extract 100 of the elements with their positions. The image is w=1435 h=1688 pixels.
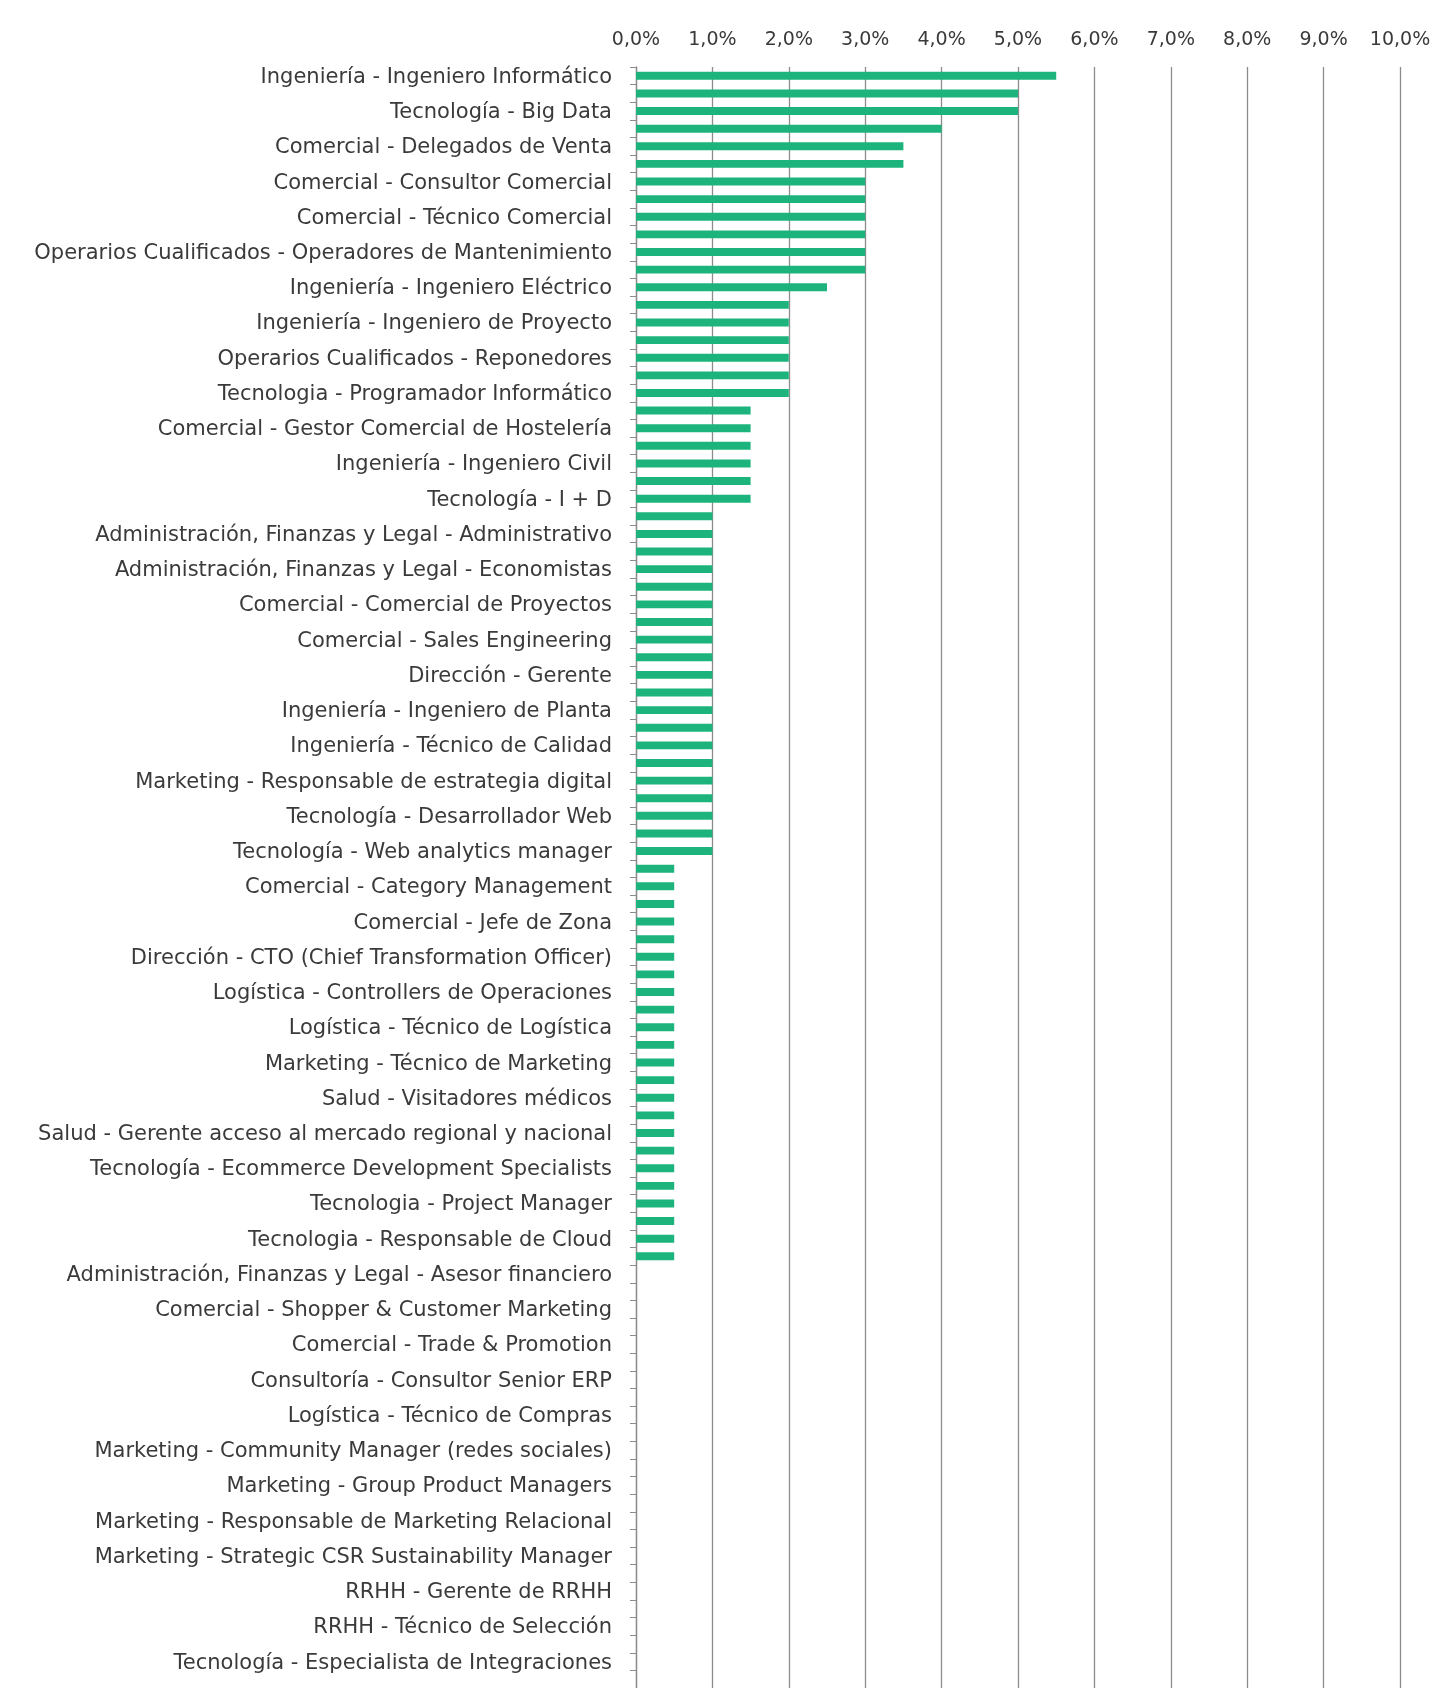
bar bbox=[636, 988, 675, 996]
y-tick-label: Ingeniería - Ingeniero Informático bbox=[260, 63, 612, 88]
bar bbox=[636, 124, 942, 133]
x-tick-label: 8,0% bbox=[1223, 26, 1272, 49]
bar bbox=[636, 547, 713, 556]
bar bbox=[636, 899, 675, 908]
bar bbox=[636, 653, 713, 662]
bar bbox=[636, 829, 713, 838]
y-tick-label: Logística - Técnico de Logística bbox=[288, 1015, 612, 1040]
bar bbox=[636, 142, 904, 151]
bar bbox=[636, 512, 713, 521]
bar bbox=[636, 1005, 675, 1014]
bar bbox=[636, 371, 789, 380]
y-tick-label: RRHH - Técnico de Selección bbox=[313, 1614, 612, 1639]
y-tick-label: Administración, Finanzas y Legal - Administrativo bbox=[95, 521, 612, 546]
y-tick-label: Comercial - Jefe de Zona bbox=[353, 909, 612, 934]
bar bbox=[636, 794, 713, 803]
bar bbox=[636, 1181, 675, 1190]
bar bbox=[636, 230, 866, 239]
bar bbox=[636, 477, 751, 486]
y-tick-label: Tecnología - Ecommerce Development Specialists bbox=[89, 1156, 612, 1181]
bar bbox=[636, 723, 713, 732]
bar bbox=[636, 389, 789, 397]
bar bbox=[636, 406, 751, 415]
y-tick-label: Tecnologia - Responsable de Cloud bbox=[246, 1226, 612, 1251]
bar bbox=[636, 1164, 675, 1173]
bar bbox=[636, 935, 675, 944]
bar bbox=[636, 1023, 675, 1032]
bar bbox=[636, 159, 904, 168]
bar bbox=[636, 441, 751, 450]
bar bbox=[636, 670, 713, 679]
y-tick-label: Comercial - Consultor Comercial bbox=[273, 169, 612, 194]
bar bbox=[636, 565, 713, 574]
bar bbox=[636, 283, 827, 292]
x-tick-label: 0,0% bbox=[611, 26, 661, 49]
bar bbox=[636, 776, 713, 785]
y-tick-label: Administración, Finanzas y Legal - Economistas bbox=[114, 557, 612, 582]
y-tick-label: Logística - Técnico de Compras bbox=[287, 1402, 612, 1427]
bar bbox=[636, 71, 1057, 80]
bar bbox=[636, 1252, 675, 1261]
bar bbox=[636, 706, 713, 715]
bar bbox=[636, 1040, 675, 1049]
y-tick-label: Comercial - Delegados de Venta bbox=[275, 134, 612, 159]
bar bbox=[636, 952, 675, 961]
y-tick-label: Tecnología - Desarrollador Web bbox=[285, 803, 612, 828]
bar bbox=[636, 424, 751, 433]
x-tick-label: 10,0% bbox=[1369, 26, 1431, 49]
bar bbox=[636, 248, 866, 256]
y-tick-label: Ingeniería - Ingeniero Eléctrico bbox=[289, 275, 612, 300]
bar bbox=[636, 107, 1018, 116]
bar bbox=[636, 1217, 675, 1226]
bar bbox=[636, 759, 713, 767]
bar bbox=[636, 336, 789, 345]
y-tick-label: Salud - Visitadores médicos bbox=[322, 1085, 612, 1110]
bar bbox=[636, 494, 751, 503]
y-tick-label: Marketing - Strategic CSR Sustainability Manager bbox=[94, 1543, 613, 1568]
bar bbox=[636, 459, 751, 468]
y-tick-label: Salud - Gerente acceso al mercado regional y nacional bbox=[38, 1120, 612, 1145]
bar bbox=[636, 970, 675, 979]
x-tick-label: 1,0% bbox=[688, 26, 737, 49]
y-tick-label: Comercial - Sales Engineering bbox=[297, 627, 612, 652]
y-tick-label: Tecnología - Web analytics manager bbox=[232, 839, 613, 864]
x-tick-label: 4,0% bbox=[917, 26, 966, 49]
bar bbox=[636, 1146, 675, 1155]
y-tick-label: Ingeniería - Ingeniero de Planta bbox=[281, 698, 612, 723]
bar bbox=[636, 1093, 675, 1102]
bar bbox=[636, 618, 713, 626]
x-tick-label: 3,0% bbox=[841, 26, 890, 49]
bar bbox=[636, 1111, 675, 1120]
y-tick-label: RRHH - Gerente de RRHH bbox=[345, 1579, 612, 1604]
bar bbox=[636, 635, 713, 644]
y-tick-label: Ingeniería - Ingeniero Civil bbox=[335, 451, 612, 476]
y-tick-label: Operarios Cualificados - Operadores de Mantenimiento bbox=[34, 240, 612, 265]
bar bbox=[636, 582, 713, 591]
bar bbox=[636, 811, 713, 820]
bar bbox=[636, 847, 713, 856]
y-tick-label: Marketing - Group Product Managers bbox=[226, 1473, 612, 1498]
y-tick-label: Operarios Cualificados - Reponedores bbox=[217, 345, 612, 370]
bar bbox=[636, 864, 675, 873]
y-tick-label: Ingeniería - Ingeniero de Proyecto bbox=[256, 310, 612, 335]
x-tick-label: 6,0% bbox=[1070, 26, 1119, 49]
y-tick-label: Comercial - Category Management bbox=[244, 874, 612, 899]
x-tick-label: 7,0% bbox=[1146, 26, 1195, 49]
y-tick-label: Administración, Finanzas y Legal - Asesor financiero bbox=[66, 1261, 612, 1286]
y-tick-label: Dirección - Gerente bbox=[408, 662, 612, 687]
y-tick-label: Tecnologia - Project Manager bbox=[308, 1191, 613, 1216]
x-tick-label: 9,0% bbox=[1299, 26, 1348, 49]
y-tick-label: Tecnologia - Programador Informático bbox=[216, 380, 612, 405]
x-tick-label: 2,0% bbox=[764, 26, 813, 49]
y-tick-label: Consultoría - Consultor Senior ERP bbox=[250, 1367, 612, 1392]
bar bbox=[636, 1129, 675, 1137]
y-tick-label: Logística - Controllers de Operaciones bbox=[212, 980, 612, 1005]
y-tick-label: Comercial - Gestor Comercial de Hostelería bbox=[157, 416, 612, 441]
y-tick-label: Tecnología - Especialista de Integraciones bbox=[172, 1649, 612, 1674]
y-tick-label: Marketing - Community Manager (redes sociales) bbox=[94, 1438, 612, 1463]
bar bbox=[636, 741, 713, 750]
bar bbox=[636, 529, 713, 538]
y-tick-label: Comercial - Comercial de Proyectos bbox=[238, 592, 612, 617]
y-tick-label: Comercial - Trade & Promotion bbox=[291, 1332, 612, 1357]
y-tick-label: Tecnología - Big Data bbox=[389, 99, 612, 124]
